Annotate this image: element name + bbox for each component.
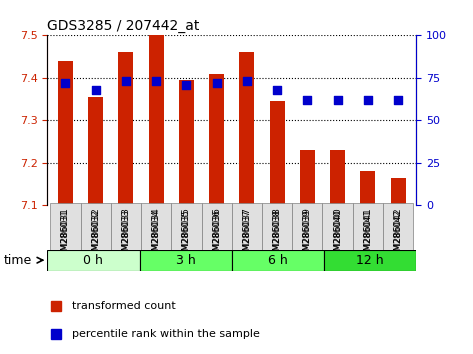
Point [243, 79, 251, 84]
Text: GSM286040: GSM286040 [333, 210, 342, 263]
Text: GSM286037: GSM286037 [242, 207, 251, 262]
Text: GSM286039: GSM286039 [303, 207, 312, 262]
Bar [88, 97, 103, 205]
Text: GSM286032: GSM286032 [91, 207, 100, 262]
Text: GSM286032: GSM286032 [91, 210, 100, 263]
FancyBboxPatch shape [353, 203, 383, 252]
Bar [300, 150, 315, 205]
FancyBboxPatch shape [50, 203, 80, 252]
Bar [149, 35, 164, 205]
Point [304, 97, 311, 103]
Text: GSM286037: GSM286037 [242, 210, 251, 263]
Text: time: time [4, 254, 32, 267]
FancyBboxPatch shape [292, 203, 323, 252]
Text: GSM286038: GSM286038 [272, 207, 281, 262]
Point [92, 87, 99, 93]
FancyBboxPatch shape [111, 203, 141, 252]
FancyBboxPatch shape [383, 203, 413, 252]
Text: GSM286035: GSM286035 [182, 207, 191, 262]
Point [152, 79, 160, 84]
FancyBboxPatch shape [171, 203, 201, 252]
Text: GSM286031: GSM286031 [61, 210, 70, 263]
Bar [391, 178, 406, 205]
Text: GSM286031: GSM286031 [61, 207, 70, 262]
Bar [140, 250, 232, 271]
Bar [360, 171, 376, 205]
Bar [232, 250, 324, 271]
Text: GSM286033: GSM286033 [122, 207, 131, 262]
Point [61, 80, 69, 86]
FancyBboxPatch shape [232, 203, 262, 252]
Point [122, 79, 130, 84]
Text: 6 h: 6 h [268, 254, 288, 267]
Point [213, 80, 220, 86]
FancyBboxPatch shape [201, 203, 232, 252]
Point [183, 82, 190, 87]
Bar [58, 61, 73, 205]
Text: GSM286035: GSM286035 [182, 210, 191, 263]
Text: GSM286041: GSM286041 [363, 207, 372, 262]
FancyBboxPatch shape [323, 203, 353, 252]
Text: percentile rank within the sample: percentile rank within the sample [72, 329, 260, 339]
Bar [330, 150, 345, 205]
Point [364, 97, 372, 103]
Text: GDS3285 / 207442_at: GDS3285 / 207442_at [47, 19, 200, 33]
Text: 3 h: 3 h [176, 254, 195, 267]
Text: GSM286034: GSM286034 [152, 207, 161, 262]
Text: transformed count: transformed count [72, 301, 176, 310]
Text: GSM286033: GSM286033 [122, 210, 131, 263]
Text: GSM286042: GSM286042 [394, 210, 403, 263]
Text: GSM286039: GSM286039 [303, 210, 312, 262]
FancyBboxPatch shape [141, 203, 171, 252]
Text: GSM286038: GSM286038 [272, 210, 281, 263]
Point [334, 97, 342, 103]
Point [394, 97, 402, 103]
Text: 0 h: 0 h [83, 254, 104, 267]
Bar [47, 250, 140, 271]
Text: GSM286041: GSM286041 [363, 210, 372, 263]
FancyBboxPatch shape [80, 203, 111, 252]
Text: GSM286040: GSM286040 [333, 207, 342, 262]
Text: GSM286042: GSM286042 [394, 207, 403, 262]
Bar [239, 52, 254, 205]
Bar [270, 101, 285, 205]
Bar [118, 52, 133, 205]
Text: GSM286034: GSM286034 [152, 210, 161, 263]
Text: 12 h: 12 h [356, 254, 384, 267]
Bar [209, 74, 224, 205]
Text: GSM286036: GSM286036 [212, 210, 221, 263]
Point [273, 87, 281, 93]
Bar [324, 250, 416, 271]
Bar [179, 80, 194, 205]
Text: GSM286036: GSM286036 [212, 207, 221, 262]
FancyBboxPatch shape [262, 203, 292, 252]
